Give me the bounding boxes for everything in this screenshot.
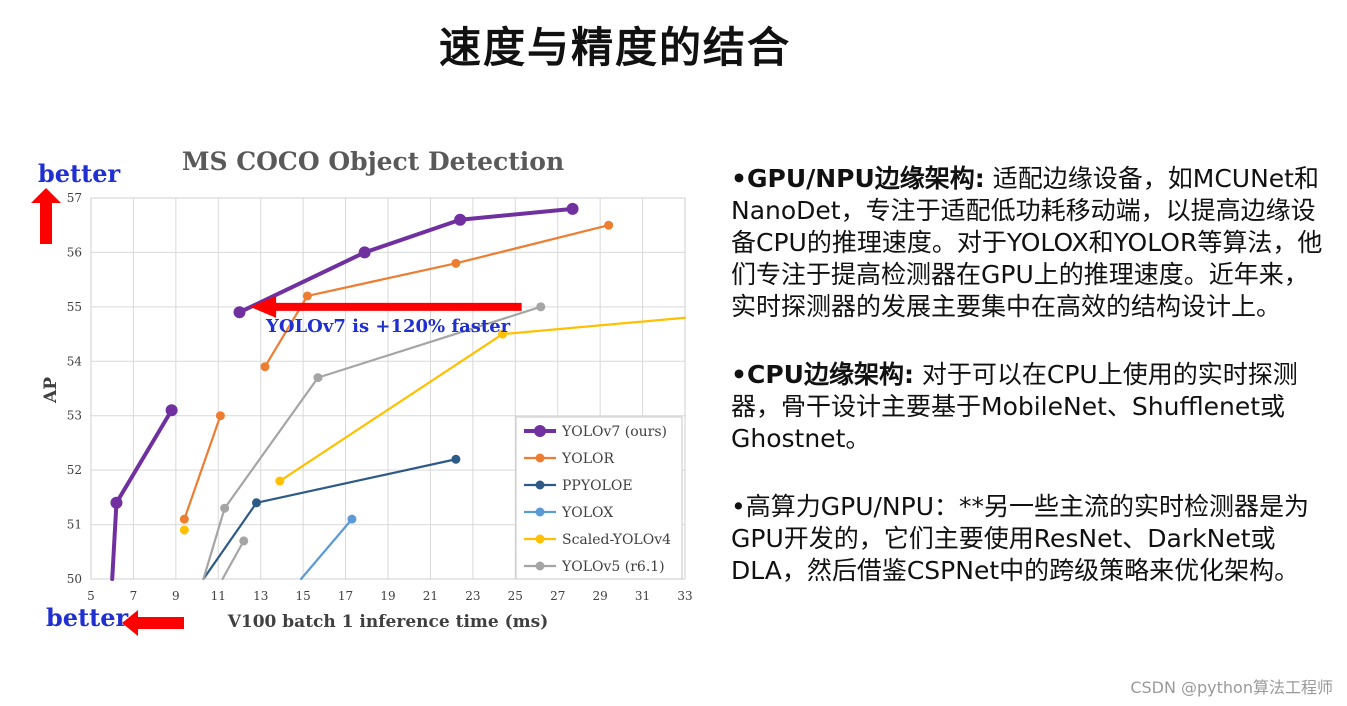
- legend-label: YOLOX: [561, 505, 613, 521]
- series-line: [263, 224, 610, 368]
- x-tick-label: 5: [87, 589, 95, 603]
- watermark: CSDN @python算法工程师: [1130, 678, 1333, 697]
- speedup-arrow: [250, 295, 522, 318]
- bullet-text: •高算力GPU/NPU：**另一些主流的实时检测器是为GPU开发的，它们主要使用…: [731, 492, 1309, 585]
- y-tick-label: 52: [67, 463, 82, 477]
- x-tick-label: 7: [130, 589, 138, 603]
- data-point: [358, 246, 371, 259]
- up-arrow-icon: [31, 188, 61, 244]
- series-layer: [110, 202, 687, 581]
- legend-label: PPYOLOE: [562, 478, 633, 494]
- series-line: [237, 206, 575, 315]
- tick-labels: 5 7 9 11 13 15 17 19 21 23 25 27 29 31 335051525354555…: [67, 191, 693, 603]
- legend-swatch-marker: [535, 453, 545, 463]
- legend-label: YOLOv7 (ours): [561, 424, 667, 440]
- data-point: [275, 476, 285, 486]
- data-point: [165, 404, 178, 417]
- series-line: [110, 408, 174, 581]
- data-point: [302, 291, 312, 301]
- legend-label: YOLOR: [561, 451, 614, 467]
- data-point: [239, 536, 249, 546]
- x-tick-label: 31: [635, 589, 650, 603]
- arrow-shaft: [272, 302, 522, 311]
- legend: YOLOv7 (ours) YOLOR PPYOLOE YOLOX Scaled-YOL…: [515, 416, 683, 580]
- y-axis-label: AP: [41, 377, 61, 404]
- data-point: [451, 258, 461, 268]
- bullet-head: •GPU/NPU边缘架构:: [731, 164, 985, 193]
- series-line: [221, 539, 245, 581]
- x-tick-label: 15: [296, 589, 311, 603]
- data-point: [347, 514, 357, 524]
- slide-title: 速度与精度的结合: [438, 23, 791, 72]
- bullet-high-compute-gpu: •高算力GPU/NPU：**另一些主流的实时检测器是为GPU开发的，它们主要使用…: [731, 491, 1331, 587]
- ap-vs-latency-chart: 5 7 9 11 13 15 17 19 21 23 25 27 29 31 335051525354555…: [31, 147, 693, 636]
- x-tick-label: 17: [338, 589, 353, 603]
- y-tick-label: 55: [67, 300, 82, 314]
- legend-swatch-marker: [535, 561, 545, 571]
- data-point: [454, 213, 467, 226]
- bullet-head: •CPU边缘架构:: [731, 360, 914, 389]
- data-point: [566, 202, 579, 215]
- x-tick-label: 29: [593, 589, 608, 603]
- x-tick-label: 33: [677, 589, 692, 603]
- speedup-label: YOLOv7 is +120% faster: [265, 316, 511, 337]
- better-horizontal-label: better: [46, 603, 128, 632]
- arrow-head: [250, 295, 277, 318]
- x-tick-label: 25: [508, 589, 523, 603]
- better-vertical-label: better: [38, 159, 120, 188]
- data-point: [179, 514, 189, 524]
- legend-swatch-marker: [535, 507, 545, 517]
- legend-swatch-marker: [534, 425, 546, 437]
- x-tick-label: 11: [211, 589, 226, 603]
- data-point: [451, 454, 461, 464]
- x-axis-label: V100 batch 1 inference time (ms): [227, 612, 549, 632]
- plot-frame: [90, 197, 686, 580]
- series-line: [299, 518, 354, 581]
- y-tick-label: 50: [67, 572, 82, 586]
- y-tick-label: 56: [67, 245, 82, 259]
- data-point: [233, 306, 246, 319]
- y-tick-label: 51: [67, 518, 82, 532]
- bullet-list: •GPU/NPU边缘架构: 适配边缘设备，如MCUNet和NanoDet，专注于…: [731, 163, 1331, 623]
- y-tick-label: 54: [67, 354, 83, 368]
- x-tick-label: 27: [550, 589, 565, 603]
- data-point: [604, 220, 614, 230]
- series-line: [202, 305, 542, 581]
- legend-label: Scaled-YOLOv4: [562, 532, 671, 548]
- data-point: [179, 525, 189, 535]
- bullet-text: 对于可以在CPU上使用的实时探测器，骨干设计主要基于MobileNet、Shuf…: [731, 360, 1298, 453]
- data-point: [536, 302, 546, 312]
- series-line: [202, 458, 457, 581]
- data-point: [110, 496, 123, 509]
- data-point: [251, 498, 261, 508]
- legend-swatch-marker: [535, 480, 545, 490]
- data-point: [220, 503, 230, 513]
- bullet-cpu-edge: •CPU边缘架构: 对于可以在CPU上使用的实时探测器，骨干设计主要基于Mobi…: [731, 359, 1331, 455]
- x-tick-label: 13: [253, 589, 268, 603]
- series-line: [183, 414, 222, 521]
- legend-label: YOLOv5 (r6.1): [561, 559, 665, 575]
- y-tick-label: 57: [67, 191, 82, 205]
- y-tick-label: 53: [67, 409, 82, 423]
- data-point: [215, 411, 225, 421]
- data-point: [498, 329, 508, 339]
- legend-swatch-marker: [535, 534, 545, 544]
- bullet-text: 适配边缘设备，如MCUNet和NanoDet，专注于适配低功耗移动端，以提高边缘…: [731, 164, 1323, 321]
- chart-title: MS COCO Object Detection: [182, 147, 564, 176]
- left-arrow-icon: [122, 610, 184, 636]
- x-tick-label: 19: [380, 589, 395, 603]
- data-point: [260, 362, 270, 372]
- x-tick-label: 23: [465, 589, 480, 603]
- bullet-gpu-npu-edge: •GPU/NPU边缘架构: 适配边缘设备，如MCUNet和NanoDet，专注于…: [731, 163, 1331, 323]
- data-point: [313, 373, 323, 383]
- x-tick-label: 21: [423, 589, 438, 603]
- x-tick-label: 9: [172, 589, 180, 603]
